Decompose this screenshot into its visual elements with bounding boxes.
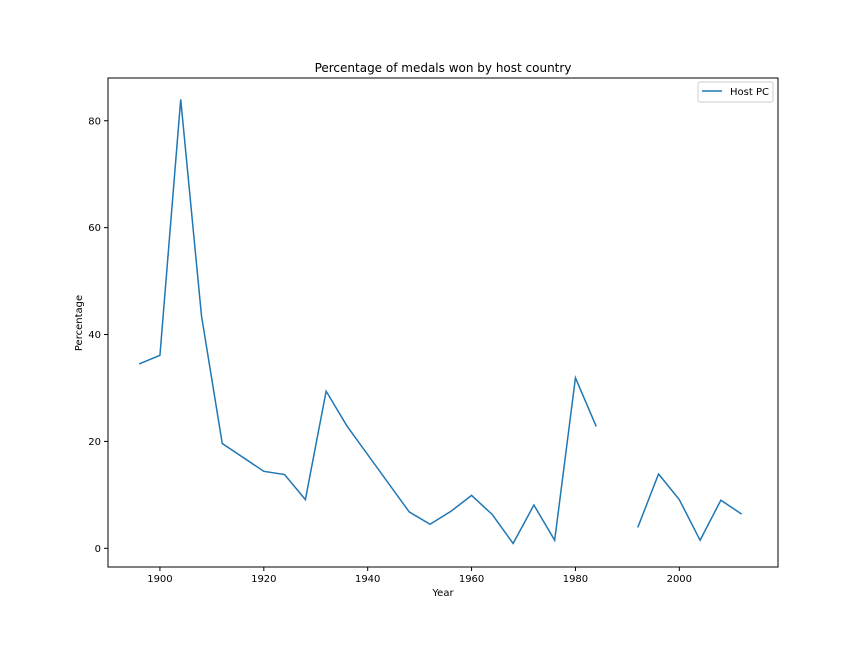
x-tick-label: 1980 [563, 574, 588, 585]
x-tick-label: 1960 [459, 574, 484, 585]
y-tick-label: 20 [88, 437, 101, 448]
plot-area [138, 99, 743, 545]
x-tick-label: 2000 [667, 574, 692, 585]
y-tick-label: 0 [95, 544, 101, 555]
legend-box [697, 81, 774, 103]
legend: Host PC [697, 81, 774, 103]
x-axis-label: Year [431, 588, 454, 599]
y-tick-label: 80 [88, 116, 101, 127]
y-axis-label: Percentage [74, 295, 85, 351]
y-tick-label: 60 [88, 223, 101, 234]
legend-label: Host PC [730, 87, 769, 98]
x-tick-label: 1920 [251, 574, 276, 585]
x-tick-label: 1940 [355, 574, 380, 585]
x-axis: 1900 1920 1940 1960 1980 2000 [147, 567, 692, 585]
x-tick-label: 1900 [147, 574, 172, 585]
y-axis: 0 20 40 60 80 [88, 116, 108, 555]
chart-title: Percentage of medals won by host country [315, 61, 572, 75]
series-line-host-pc [138, 99, 743, 545]
plot-frame [107, 77, 779, 568]
y-tick-label: 40 [88, 330, 101, 341]
